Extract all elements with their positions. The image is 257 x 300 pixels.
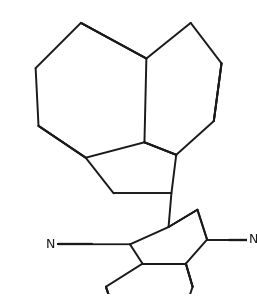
Text: N: N [45,238,55,251]
Polygon shape [169,210,197,227]
Text: N: N [249,233,257,246]
